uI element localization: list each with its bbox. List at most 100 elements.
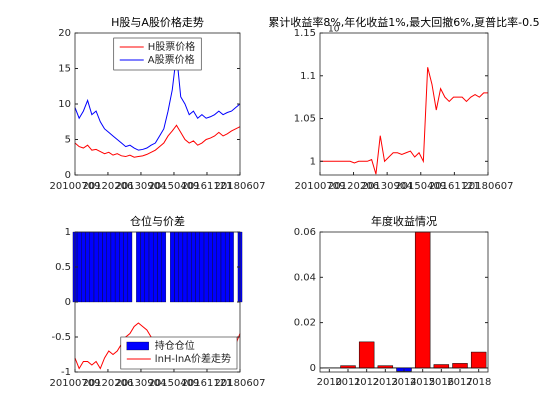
position-bar bbox=[119, 231, 124, 303]
y-tick-label: 10 bbox=[58, 99, 71, 110]
x-tick-label: 2013 bbox=[373, 377, 398, 388]
legend-box bbox=[113, 37, 202, 71]
x-tick-label: 20130904 bbox=[115, 378, 166, 389]
y-tick-label: 0 bbox=[65, 297, 71, 308]
position-bar bbox=[140, 231, 145, 303]
x-tick-label: 20180607 bbox=[215, 181, 266, 192]
x-tick-label: 2014 bbox=[391, 377, 416, 388]
axes-frame bbox=[319, 32, 489, 176]
legend-label: 持仓仓位 bbox=[155, 339, 195, 352]
bar bbox=[358, 341, 375, 369]
position-bar bbox=[203, 231, 209, 303]
position-bar bbox=[216, 231, 222, 303]
bar bbox=[377, 365, 394, 369]
x-tick-label: 2016 bbox=[429, 377, 454, 388]
y-tick-label: 0.04 bbox=[294, 272, 316, 283]
y-tick-label: 1.15 bbox=[294, 28, 316, 39]
position-bar bbox=[85, 231, 90, 303]
axes-title: 累计收益率8%,年化收益1%,最大回撤6%,夏普比率-0.5 bbox=[268, 15, 539, 29]
x-tick-label: 20100709 bbox=[50, 181, 101, 192]
bar bbox=[340, 365, 356, 369]
legend-label: H股票价格 bbox=[148, 40, 196, 53]
y-tick-label: 20 bbox=[58, 28, 71, 39]
x-tick-label: 20161121 bbox=[182, 378, 233, 389]
position-bar bbox=[191, 231, 196, 303]
bar bbox=[414, 231, 431, 369]
axes-title: 年度收益情况 bbox=[371, 214, 437, 228]
x-tick-label: 2012 bbox=[354, 377, 379, 388]
x-tick-label: 20130904 bbox=[115, 181, 166, 192]
y-tick-label: -0.5 bbox=[51, 332, 71, 343]
position-bar bbox=[148, 231, 154, 303]
x-tick-label: 20120206 bbox=[82, 181, 133, 192]
y-tick-label: 0.06 bbox=[294, 227, 316, 238]
y-tick-label: 1 bbox=[65, 227, 71, 238]
position-bar bbox=[225, 231, 230, 303]
axes-title: H股与A股价格走势 bbox=[111, 15, 204, 29]
position-bar bbox=[220, 231, 226, 303]
x-tick-label: 2010 bbox=[317, 377, 342, 388]
bar bbox=[452, 363, 468, 369]
x-tick-label: 2017 bbox=[447, 377, 472, 388]
axes-title: 仓位与价差 bbox=[130, 214, 185, 228]
position-bar bbox=[110, 231, 116, 303]
y-tick-label: 0.02 bbox=[294, 318, 316, 329]
y-tick-label: 1 bbox=[310, 156, 316, 167]
series-line bbox=[74, 124, 241, 158]
x-tick-label: 20100709 bbox=[50, 378, 101, 389]
x-tick-label: 2015 bbox=[410, 377, 435, 388]
position-bar bbox=[106, 231, 111, 303]
legend-label: lnH-lnA价差走势 bbox=[155, 352, 231, 365]
x-tick-label: 20150409 bbox=[149, 181, 200, 192]
position-bar bbox=[102, 231, 107, 303]
position-bar bbox=[195, 231, 200, 303]
x-tick-label: 2018 bbox=[466, 377, 491, 388]
x-tick-label: 20150409 bbox=[395, 181, 446, 192]
y-tick-label: 0 bbox=[310, 363, 316, 374]
exponent-label: 10 bbox=[328, 25, 340, 35]
position-bar bbox=[93, 231, 99, 303]
position-bar bbox=[136, 231, 141, 303]
y-tick-label: 15 bbox=[58, 64, 71, 75]
y-tick-label: 1.05 bbox=[294, 114, 316, 125]
position-bar bbox=[161, 231, 167, 303]
axes-background bbox=[320, 33, 488, 175]
x-tick-label: 20161121 bbox=[429, 181, 480, 192]
x-tick-label: 20150409 bbox=[149, 378, 200, 389]
bar bbox=[433, 364, 450, 369]
position-bar bbox=[174, 231, 179, 303]
series-line bbox=[320, 67, 488, 175]
x-tick-label: 20120206 bbox=[328, 181, 379, 192]
legend-label: A股票价格 bbox=[148, 53, 195, 66]
y-tick-label: 0 bbox=[65, 170, 71, 181]
x-tick-label: 20180607 bbox=[463, 181, 514, 192]
x-tick-label: 20130904 bbox=[362, 181, 413, 192]
position-bar bbox=[212, 231, 217, 303]
position-bar bbox=[186, 231, 192, 303]
position-bar bbox=[144, 231, 150, 303]
bar bbox=[470, 351, 487, 369]
position-bar bbox=[98, 231, 103, 303]
position-bar bbox=[89, 231, 95, 303]
x-tick-label: 20100709 bbox=[295, 181, 346, 192]
series-line bbox=[74, 54, 241, 151]
position-bar bbox=[123, 231, 128, 303]
x-tick-label: 20180607 bbox=[215, 378, 266, 389]
position-bar bbox=[170, 231, 175, 303]
position-bar bbox=[115, 231, 120, 303]
x-tick-label: 20120206 bbox=[82, 378, 133, 389]
position-bar bbox=[208, 231, 213, 303]
y-tick-label: 5 bbox=[65, 135, 71, 146]
position-bar bbox=[81, 231, 86, 303]
x-tick-label: 2011 bbox=[335, 377, 360, 388]
axes-frame bbox=[319, 231, 489, 373]
position-bar bbox=[182, 231, 188, 303]
position-bar bbox=[157, 231, 162, 303]
position-bar bbox=[153, 231, 158, 303]
position-bar bbox=[199, 231, 205, 303]
y-tick-label: -1 bbox=[61, 367, 71, 378]
x-tick-label: 20161121 bbox=[182, 181, 233, 192]
position-bar bbox=[229, 231, 234, 303]
